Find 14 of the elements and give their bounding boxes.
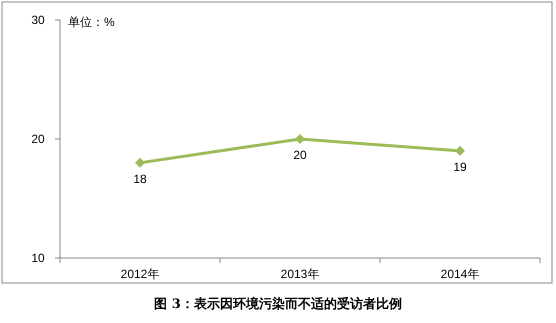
x-tick-label: 2014年 (440, 267, 480, 281)
y-tick-label: 30 (31, 13, 45, 28)
data-label: 20 (293, 148, 307, 162)
y-tick-label: 20 (31, 132, 45, 146)
x-tick-label: 2013年 (280, 267, 320, 281)
data-label: 19 (453, 160, 467, 174)
x-tick-label: 2012年 (120, 267, 160, 281)
annotation: 单位：% (68, 15, 115, 29)
point (455, 146, 465, 156)
y-tick-label: 10 (31, 251, 45, 266)
point (295, 134, 305, 144)
text: 图 3：表示因环境污染而不适的受访者比例 (154, 296, 402, 312)
data-label: 18 (133, 172, 147, 186)
point (135, 158, 145, 168)
